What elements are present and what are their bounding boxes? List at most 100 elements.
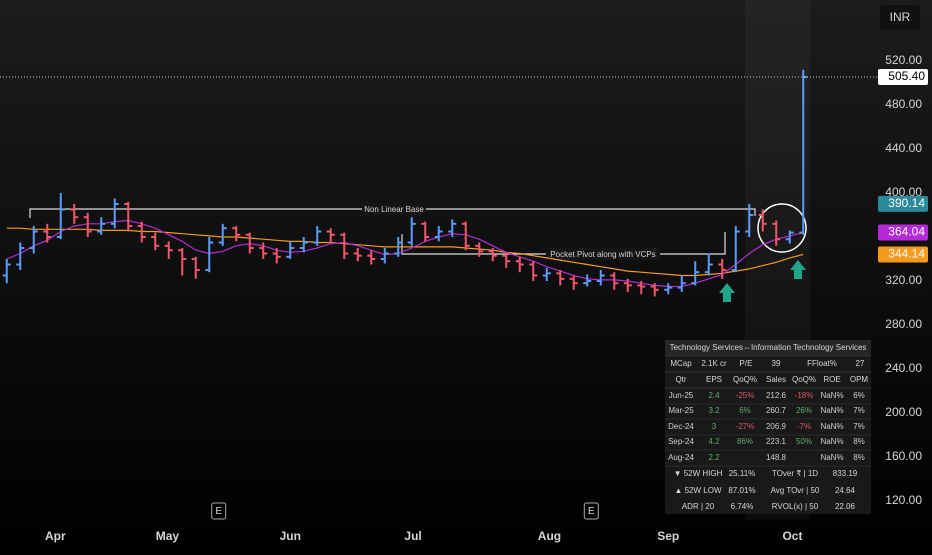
table-cell: Jun-25 [669,391,694,400]
price-label: 344.14 [888,247,925,261]
y-tick-label: 480.00 [885,97,922,111]
annotation: Pocket Pivot along with VCPs [550,250,655,259]
ohlc-bar [286,241,295,259]
ohlc-bar [97,217,106,235]
table-cell: NaN% [820,422,843,431]
y-tick-label: 280.00 [885,317,922,331]
summary-cell: P/E [740,359,753,368]
ohlc-bar [529,261,538,281]
ohlc-bar [367,250,376,265]
ohlc-bar [205,237,214,273]
highlight-circle [757,203,807,253]
ohlc-bar [178,248,187,276]
table-cell: Dec-24 [668,422,694,431]
stat-cell: ADR | 20 [682,502,715,511]
price-label-box [878,195,928,212]
table-cell: 8% [853,437,865,446]
price-label: 505.40 [888,69,925,83]
table-cell: 26% [796,406,812,415]
y-tick-label: 160.00 [885,449,922,463]
ohlc-bar [758,209,767,232]
ohlc-bar [745,204,754,237]
stat-cell: 833.19 [833,469,858,478]
ohlc-bar [299,237,308,253]
ohlc-bar [43,223,52,243]
ohlc-bar [164,241,173,259]
table-cell: 6% [853,391,865,400]
x-tick-label: Oct [782,529,802,543]
ohlc-bar [29,226,38,254]
ohlc-bar [124,201,133,232]
ohlc-bar [488,248,497,262]
x-tick-label: Aug [538,529,561,543]
column-header: EPS [706,375,722,384]
event-label: E [588,506,595,517]
ohlc-bar [664,283,673,295]
ohlc-bar [272,248,281,264]
plot: 120.00160.00200.00240.00280.00320.00360.… [0,53,928,543]
table-header-bg [665,340,871,356]
annotation-bg [362,203,426,215]
ohlc-bar [2,259,11,284]
table-cell: 7% [853,422,865,431]
currency-box [880,5,920,30]
ohlc-bar [569,275,578,290]
ohlc-bar [56,193,65,240]
stat-cell: 22.06 [835,502,856,511]
currency: INR [890,10,911,24]
ohlc-bar [596,270,605,286]
table-cell: 4.2 [708,437,720,446]
column-header: OPM [850,375,869,384]
ohlc-bar [502,252,511,268]
ohlc-bar [691,261,700,286]
ohlc-bar [610,272,619,290]
price-label: 364.04 [888,225,925,239]
ohlc-bar [353,248,362,262]
ohlc-bar [556,270,565,286]
table-cell: Mar-25 [668,406,694,415]
y-tick-label: 200.00 [885,405,922,419]
summary-cell: 2.1K cr [701,359,727,368]
y-tick-label: 520.00 [885,53,922,67]
table-cell: -7% [797,422,811,431]
ohlc-bar [421,221,430,242]
table-cell: 6% [739,406,751,415]
column-header: QoQ% [792,375,816,384]
ohlc-bar [83,212,92,237]
y-tick-label: 440.00 [885,141,922,155]
x-tick-label: Jun [280,529,301,543]
price-label-box [878,246,928,263]
table-cell: 50% [796,437,812,446]
ohlc-bar [70,204,79,224]
table-cell: NaN% [820,391,843,400]
table-cell: 3.2 [708,406,720,415]
table-title: Technology Services⇔Information Technolo… [670,343,867,352]
summary-cell: 39 [772,359,781,368]
table-cell: 2.4 [708,391,720,400]
ohlc-bar [218,223,227,246]
ohlc-bar [259,242,268,259]
ohlc-bar [380,248,389,264]
x-tick-label: Apr [45,529,66,543]
ohlc-bar [785,230,794,244]
stat-cell: 87.01% [728,486,755,495]
price-label: 390.14 [888,196,925,210]
ohlc-bar [475,242,484,257]
stat-cell: Avg TOvr | 50 [771,486,820,495]
ohlc-bar [542,267,551,281]
ohlc-bar [772,220,781,246]
y-tick-label: 240.00 [885,361,922,375]
ohlc-bar [407,217,416,246]
stat-cell: ▼ 52W HIGH [674,469,723,478]
ohlc-bar [650,283,659,297]
event-marker [583,502,599,520]
stat-cell: 24.64 [835,486,856,495]
summary-cell: FFloat% [807,359,837,368]
y-tick-label: 120.00 [885,493,922,507]
stat-cell: 25.11% [729,469,756,478]
ohlc-bar [191,256,200,279]
x-tick-label: May [156,529,180,543]
ohlc-bar [434,226,443,242]
column-header: Qtr [675,375,686,384]
ohlc-bar [245,232,254,254]
